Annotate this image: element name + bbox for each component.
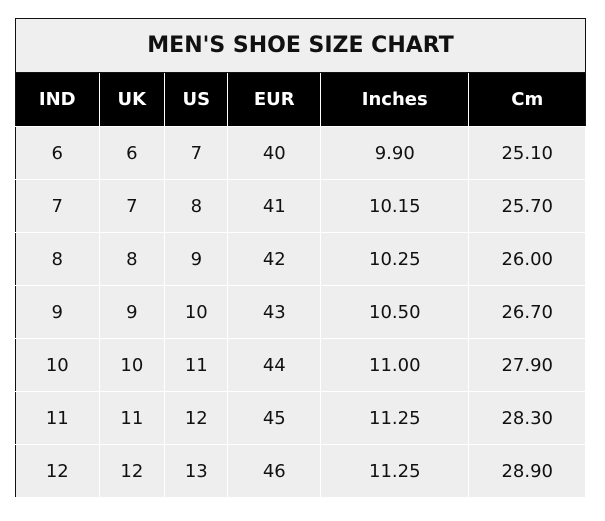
table-row: 12 12 13 46 11.25 28.90 [15,444,586,498]
table-cell: 11.25 [320,391,470,445]
column-header: EUR [227,72,321,127]
table-cell: 11.25 [320,444,470,498]
table-cell: 43 [227,285,322,339]
table-cell: 10.15 [320,179,470,233]
table-cell: 7 [98,179,166,233]
table-cell: 9 [164,232,229,286]
table-cell: 28.30 [468,391,586,445]
table-cell: 28.90 [468,444,586,498]
table-cell: 42 [227,232,322,286]
table-cell: 11 [15,391,100,445]
table-cell: 10 [164,285,229,339]
column-header: US [164,72,228,127]
table-cell: 26.00 [468,232,586,286]
table-cell: 11 [98,391,166,445]
table-cell: 44 [227,338,322,392]
table-cell: 11.00 [320,338,470,392]
table-row: 6 6 7 40 9.90 25.10 [15,126,586,180]
table-cell: 12 [164,391,229,445]
table-cell: 8 [164,179,229,233]
table-row: 8 8 9 42 10.25 26.00 [15,232,586,286]
table-cell: 9 [98,285,166,339]
table-cell: 12 [15,444,100,498]
table-cell: 10.25 [320,232,470,286]
column-header: Inches [320,72,469,127]
shoe-size-table: MEN'S SHOE SIZE CHART IND UK US EUR Inches Cm… [15,18,586,498]
column-header: UK [98,72,165,127]
table-cell: 26.70 [468,285,586,339]
table-cell: 25.70 [468,179,586,233]
table-title: MEN'S SHOE SIZE CHART [15,18,586,73]
table-row: 7 7 8 41 10.15 25.70 [15,179,586,233]
header-row: IND UK US EUR Inches Cm [15,72,586,127]
table-cell: 40 [227,126,322,180]
table-cell: 12 [98,444,166,498]
table-cell: 11 [164,338,229,392]
table-cell: 10.50 [320,285,470,339]
table-row: 10 10 11 44 11.00 27.90 [15,338,586,392]
table-row: 9 9 10 43 10.50 26.70 [15,285,586,339]
table-cell: 45 [227,391,322,445]
table-cell: 8 [98,232,166,286]
table-cell: 7 [164,126,229,180]
table-cell: 7 [15,179,100,233]
table-cell: 41 [227,179,322,233]
table-cell: 13 [164,444,229,498]
table-cell: 9.90 [320,126,470,180]
column-header: IND [15,72,100,127]
table-cell: 27.90 [468,338,586,392]
table-cell: 25.10 [468,126,586,180]
table-cell: 10 [98,338,166,392]
table-cell: 8 [15,232,100,286]
table-row: 11 11 12 45 11.25 28.30 [15,391,586,445]
table-cell: 46 [227,444,322,498]
table-cell: 10 [15,338,100,392]
table-cell: 9 [15,285,100,339]
table-cell: 6 [15,126,100,180]
column-header: Cm [468,72,586,127]
table-cell: 6 [98,126,166,180]
